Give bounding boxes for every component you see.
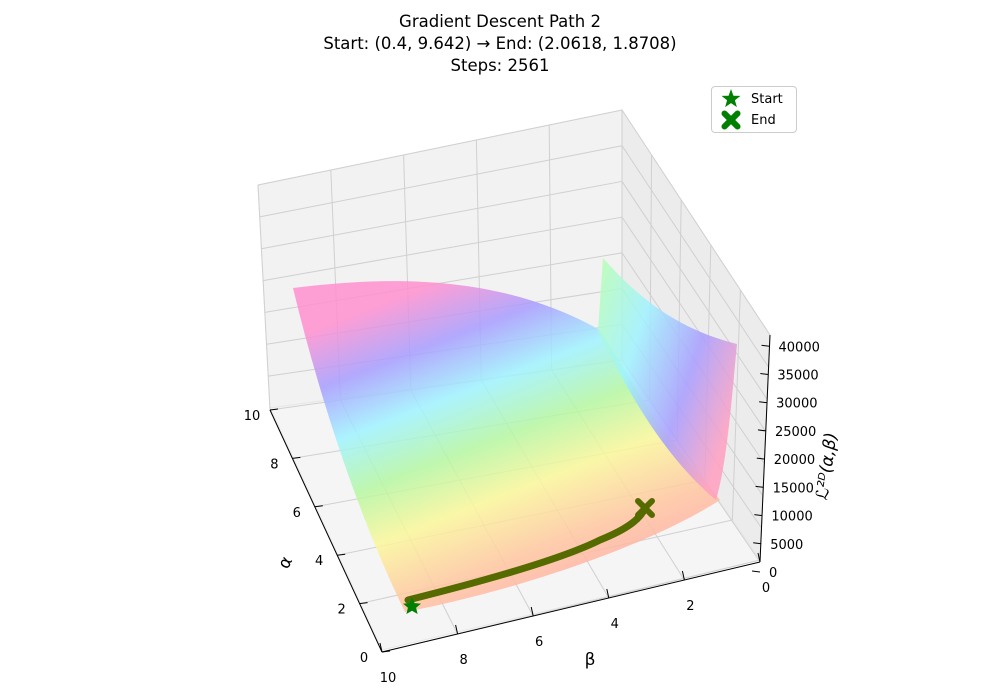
beta-axis-ticks: 10 8 6 4 2 0 — [379, 552, 770, 686]
alpha-tick-label: 6 — [293, 506, 301, 521]
z-axis-line — [759, 334, 771, 563]
legend-item-start: Start — [718, 89, 783, 109]
z-tick-label: 10000 — [771, 510, 812, 525]
z-tick-label: 25000 — [775, 425, 816, 440]
beta-tick-label: 0 — [762, 581, 770, 596]
z-tick-label: 5000 — [770, 538, 803, 553]
z-tick-label: 40000 — [779, 340, 820, 355]
alpha-tick-label: 8 — [270, 457, 278, 472]
chart-subtitle-steps: Steps: 2561 — [450, 56, 550, 75]
alpha-tick-mark — [314, 505, 323, 508]
z-tick-mark — [756, 457, 765, 460]
legend: Start End — [711, 86, 797, 133]
alpha-tick-label: 10 — [244, 409, 261, 424]
z-tick-mark — [759, 401, 768, 404]
beta-axis-line — [381, 561, 761, 653]
beta-tick-label: 6 — [535, 635, 543, 650]
z-tick-label: 35000 — [777, 369, 818, 384]
chart-subtitle-start-end: Start: (0.4, 9.642) → End: (2.0618, 1.87… — [323, 34, 677, 53]
loss-surface-wall — [598, 258, 737, 500]
z-axis-ticks: 0 5000 10000 15000 20000 25000 30000 35000 40000 — [751, 340, 820, 581]
z-grid-line — [257, 109, 771, 336]
beta-tick-label: 4 — [611, 617, 619, 632]
pane-grid-line — [731, 289, 741, 521]
start-marker-icon — [403, 597, 421, 614]
z-axis-label: ℒ²ᴰ(α,β) — [812, 431, 841, 501]
alpha-tick-mark — [381, 650, 391, 653]
beta-tick-label: 8 — [459, 653, 467, 668]
descent-path — [404, 504, 649, 604]
beta-tick-label: 2 — [686, 599, 694, 614]
alpha-tick-mark — [337, 553, 346, 556]
beta-tick-mark — [681, 570, 685, 581]
alpha-axis-line — [269, 409, 383, 653]
z-tick-mark — [757, 429, 767, 432]
beta-axis-label: β — [585, 650, 596, 670]
beta-tick-mark — [455, 624, 459, 635]
z-tick-mark — [751, 570, 761, 573]
z-tick-mark — [761, 344, 770, 347]
z-tick-mark — [753, 542, 762, 545]
z-tick-mark — [754, 514, 763, 517]
alpha-axis-ticks: 10 8 6 4 2 0 — [244, 408, 391, 666]
beta-tick-mark — [379, 642, 383, 653]
z-grid-line — [259, 145, 769, 368]
beta-tick-label: 10 — [380, 671, 397, 686]
alpha-tick-label: 0 — [360, 651, 368, 666]
z-tick-mark — [755, 485, 764, 488]
beta-tick-mark — [757, 552, 761, 563]
z-grid-line — [261, 180, 768, 400]
alpha-tick-mark — [292, 456, 301, 459]
z-tick-label: 20000 — [774, 453, 815, 468]
loss-surface — [293, 281, 720, 612]
alpha-tick-mark — [359, 602, 368, 605]
alpha-tick-label: 4 — [315, 554, 323, 569]
legend-item-end: End — [718, 110, 776, 130]
alpha-axis-label: α — [274, 553, 297, 572]
x-mark-icon — [718, 110, 744, 130]
z-tick-label: 30000 — [776, 397, 817, 412]
beta-tick-mark — [530, 606, 534, 617]
chart-title: Gradient Descent Path 2 — [399, 12, 601, 31]
legend-start-label: Start — [751, 91, 783, 107]
star-icon — [718, 89, 744, 109]
pane-grid-line — [257, 184, 271, 411]
end-marker-icon — [635, 498, 655, 518]
beta-tick-mark — [606, 588, 610, 599]
alpha-tick-label: 2 — [337, 603, 345, 618]
alpha-tick-mark — [269, 408, 279, 411]
z-tick-label: 15000 — [773, 481, 814, 496]
legend-end-label: End — [751, 112, 776, 128]
z-tick-mark — [760, 373, 769, 375]
z-tick-label: 0 — [769, 566, 777, 581]
